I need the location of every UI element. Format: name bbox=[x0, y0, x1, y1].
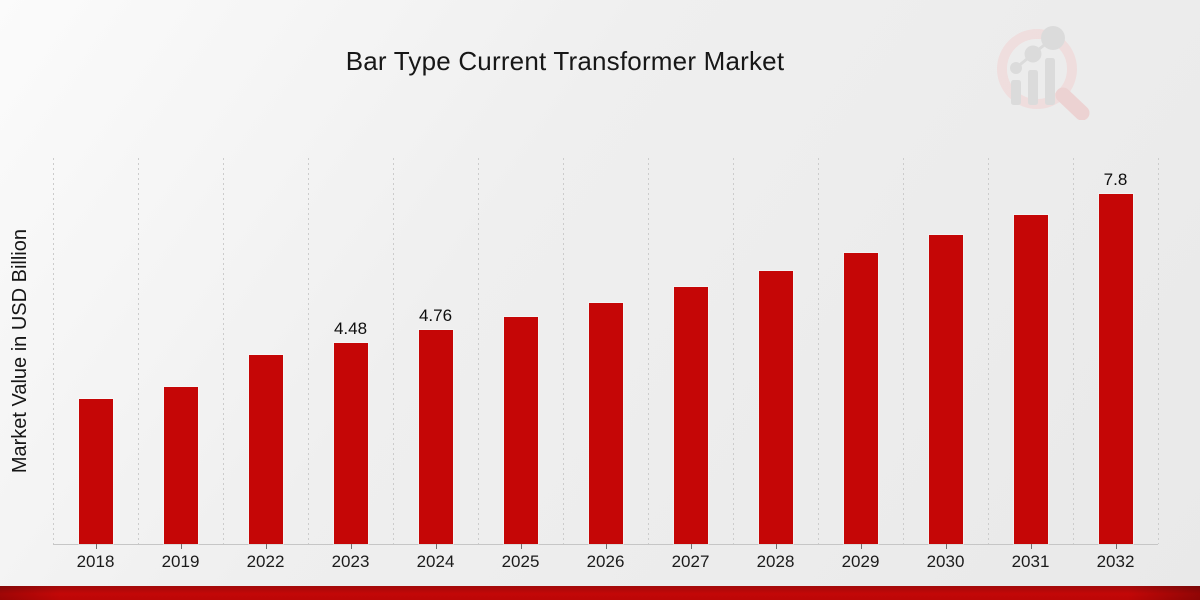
gridline bbox=[478, 158, 479, 544]
x-axis-tick bbox=[350, 544, 352, 549]
footer-accent-bar bbox=[0, 586, 1200, 600]
x-axis-label-2030: 2030 bbox=[926, 552, 965, 571]
x-axis-tick bbox=[1115, 544, 1117, 549]
bar-2027 bbox=[673, 287, 708, 544]
x-axis-label-2025: 2025 bbox=[501, 552, 540, 571]
x-axis-tick bbox=[95, 544, 97, 549]
trend-dot bbox=[1024, 45, 1042, 63]
y-axis-title-text: Market Value in USD Billion bbox=[8, 228, 31, 474]
x-axis-label-2032: 2032 bbox=[1096, 552, 1135, 571]
x-axis-tick bbox=[690, 544, 692, 549]
magnifier-bar-chart-logo-icon bbox=[997, 26, 1090, 120]
x-axis-tick bbox=[180, 544, 182, 549]
gridline bbox=[223, 158, 224, 544]
x-axis-tick bbox=[605, 544, 607, 549]
x-axis-tick bbox=[265, 544, 267, 549]
x-axis-label-2023: 2023 bbox=[331, 552, 370, 571]
x-axis-label-2022: 2022 bbox=[246, 552, 285, 571]
x-axis-label-2031: 2031 bbox=[1011, 552, 1050, 571]
gridline bbox=[988, 158, 989, 544]
bar-2018 bbox=[78, 399, 113, 544]
gridline bbox=[818, 158, 819, 544]
gridline bbox=[393, 158, 394, 544]
x-axis-label-2018: 2018 bbox=[76, 552, 115, 571]
magnifier-handle bbox=[1055, 87, 1090, 120]
y-axis-title: Market Value in USD Billion bbox=[2, 158, 38, 544]
x-axis-label-2029: 2029 bbox=[841, 552, 880, 571]
bar-2024 bbox=[418, 330, 453, 544]
bar-2030 bbox=[928, 235, 963, 544]
plot-area: 2018 2019 2022 4.48 2023 4.76 2024 2025 2026 2027… bbox=[53, 158, 1159, 571]
x-axis-label-2019: 2019 bbox=[161, 552, 200, 571]
x-axis-tick bbox=[945, 544, 947, 549]
value-label-2024: 4.76 bbox=[418, 306, 453, 325]
value-label-2032: 7.8 bbox=[1103, 170, 1128, 189]
x-axis-tick bbox=[435, 544, 437, 549]
value-label-2023: 4.48 bbox=[333, 319, 368, 338]
x-axis-label-2028: 2028 bbox=[756, 552, 795, 571]
bar-2031 bbox=[1013, 215, 1048, 544]
x-axis-tick bbox=[520, 544, 522, 549]
gridline bbox=[138, 158, 139, 544]
logo-bar bbox=[1028, 70, 1038, 105]
bar-2022 bbox=[248, 355, 283, 544]
chart-title: Bar Type Current Transformer Market bbox=[345, 46, 785, 76]
bar-2029 bbox=[843, 253, 878, 544]
x-axis-label-2024: 2024 bbox=[416, 552, 455, 571]
gridline bbox=[53, 158, 54, 544]
bar-2023 bbox=[333, 343, 368, 544]
logo-bar bbox=[1011, 80, 1021, 105]
x-axis-tick bbox=[860, 544, 862, 549]
trend-dot bbox=[1041, 26, 1065, 50]
x-axis-label-2027: 2027 bbox=[671, 552, 710, 571]
gridline bbox=[563, 158, 564, 544]
x-axis-tick bbox=[1030, 544, 1032, 549]
bar-2026 bbox=[588, 303, 623, 544]
bar-2028 bbox=[758, 271, 793, 544]
logo-bar bbox=[1045, 58, 1055, 105]
gridline bbox=[903, 158, 904, 544]
bar-2019 bbox=[163, 387, 198, 544]
bar-2032 bbox=[1098, 194, 1133, 544]
gridline bbox=[648, 158, 649, 544]
gridline bbox=[308, 158, 309, 544]
trend-dot bbox=[1010, 62, 1022, 74]
x-axis-label-2026: 2026 bbox=[586, 552, 625, 571]
x-axis-tick bbox=[775, 544, 777, 549]
gridline bbox=[1158, 158, 1159, 544]
gridline bbox=[1073, 158, 1074, 544]
bar-2025 bbox=[503, 317, 538, 544]
gridline bbox=[733, 158, 734, 544]
